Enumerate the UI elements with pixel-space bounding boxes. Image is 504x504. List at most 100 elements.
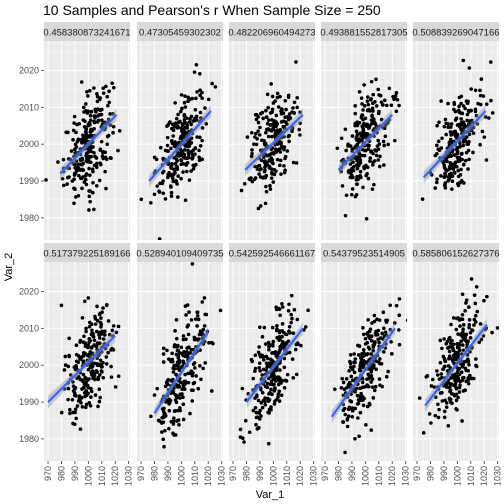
data-point bbox=[197, 148, 201, 153]
data-point bbox=[292, 100, 297, 105]
data-point bbox=[105, 134, 110, 139]
data-point bbox=[89, 154, 93, 159]
data-point bbox=[374, 367, 379, 372]
data-point bbox=[271, 344, 275, 348]
data-point bbox=[467, 325, 471, 330]
data-point bbox=[346, 169, 351, 174]
data-point bbox=[178, 396, 182, 400]
data-point bbox=[467, 362, 471, 367]
x-tick-label: 980 bbox=[333, 466, 343, 481]
data-point bbox=[488, 60, 493, 64]
data-point bbox=[190, 373, 195, 378]
data-point bbox=[167, 357, 171, 361]
data-point bbox=[487, 116, 491, 120]
data-point bbox=[280, 301, 284, 306]
data-point bbox=[291, 106, 295, 110]
data-point bbox=[155, 386, 160, 391]
data-point bbox=[439, 372, 444, 376]
data-point bbox=[364, 132, 368, 136]
data-point bbox=[81, 133, 85, 138]
data-point bbox=[392, 96, 397, 100]
data-point bbox=[454, 398, 459, 403]
data-point bbox=[180, 129, 184, 134]
data-point bbox=[87, 194, 92, 199]
data-point bbox=[371, 348, 376, 353]
data-point bbox=[357, 344, 362, 348]
facet-panel: 0.585806152627376 bbox=[412, 243, 500, 461]
data-point bbox=[375, 332, 380, 337]
data-point bbox=[191, 381, 196, 386]
data-point bbox=[180, 387, 184, 392]
data-point bbox=[365, 95, 370, 99]
data-point bbox=[79, 401, 83, 405]
data-point bbox=[81, 353, 86, 358]
data-point bbox=[469, 108, 473, 113]
data-point bbox=[169, 190, 174, 195]
data-point bbox=[265, 160, 269, 165]
x-tick-label: 1000 bbox=[360, 466, 370, 486]
data-point bbox=[75, 139, 80, 144]
data-point bbox=[390, 352, 394, 356]
data-point bbox=[448, 161, 453, 165]
data-point bbox=[273, 386, 277, 390]
data-point bbox=[72, 114, 77, 119]
data-point bbox=[100, 154, 105, 159]
data-point bbox=[465, 112, 470, 117]
data-point bbox=[444, 405, 449, 409]
data-point bbox=[445, 369, 450, 373]
data-point bbox=[342, 406, 347, 411]
data-point bbox=[275, 95, 280, 100]
data-point bbox=[267, 343, 272, 348]
data-point bbox=[192, 361, 197, 365]
y-tick-label: 2000 bbox=[19, 139, 39, 149]
data-point bbox=[449, 133, 453, 137]
data-point bbox=[352, 364, 356, 369]
data-point bbox=[380, 331, 385, 336]
data-point bbox=[176, 112, 180, 117]
data-point bbox=[72, 393, 77, 398]
data-point bbox=[291, 160, 296, 165]
data-point bbox=[260, 334, 265, 339]
data-point bbox=[290, 126, 295, 131]
data-point bbox=[149, 200, 153, 205]
x-tick-label: 990 bbox=[255, 466, 265, 481]
data-point bbox=[87, 189, 91, 193]
data-point bbox=[343, 213, 348, 218]
data-point bbox=[263, 201, 268, 206]
data-point bbox=[350, 378, 355, 383]
data-point bbox=[199, 377, 203, 382]
data-point bbox=[456, 344, 461, 349]
data-point bbox=[444, 341, 449, 346]
data-point bbox=[75, 404, 80, 408]
data-point bbox=[472, 323, 476, 327]
data-point bbox=[344, 377, 349, 381]
data-point bbox=[294, 372, 299, 377]
data-point bbox=[369, 380, 373, 384]
x-tick-label: 1020 bbox=[479, 466, 489, 486]
data-point bbox=[257, 172, 261, 176]
x-tick-label: 970 bbox=[320, 466, 330, 481]
data-point bbox=[176, 418, 181, 422]
data-point bbox=[380, 384, 384, 389]
x-tick-label: 990 bbox=[439, 466, 449, 481]
data-point bbox=[89, 395, 93, 399]
data-point bbox=[163, 197, 168, 201]
data-point bbox=[459, 117, 463, 121]
data-point bbox=[88, 130, 93, 134]
data-point bbox=[358, 362, 363, 367]
data-point bbox=[366, 102, 371, 107]
data-point bbox=[353, 390, 357, 394]
data-point bbox=[188, 411, 192, 416]
data-point bbox=[200, 126, 205, 130]
data-point bbox=[379, 117, 384, 122]
data-point bbox=[191, 167, 196, 171]
data-point bbox=[101, 86, 106, 90]
facet-panel: 0.458380873241671 bbox=[43, 22, 131, 240]
data-point bbox=[464, 135, 469, 139]
data-point bbox=[258, 148, 263, 152]
data-point bbox=[104, 186, 108, 191]
data-point bbox=[250, 148, 254, 152]
data-point bbox=[165, 348, 169, 353]
data-point bbox=[255, 137, 259, 141]
data-point bbox=[76, 168, 80, 172]
